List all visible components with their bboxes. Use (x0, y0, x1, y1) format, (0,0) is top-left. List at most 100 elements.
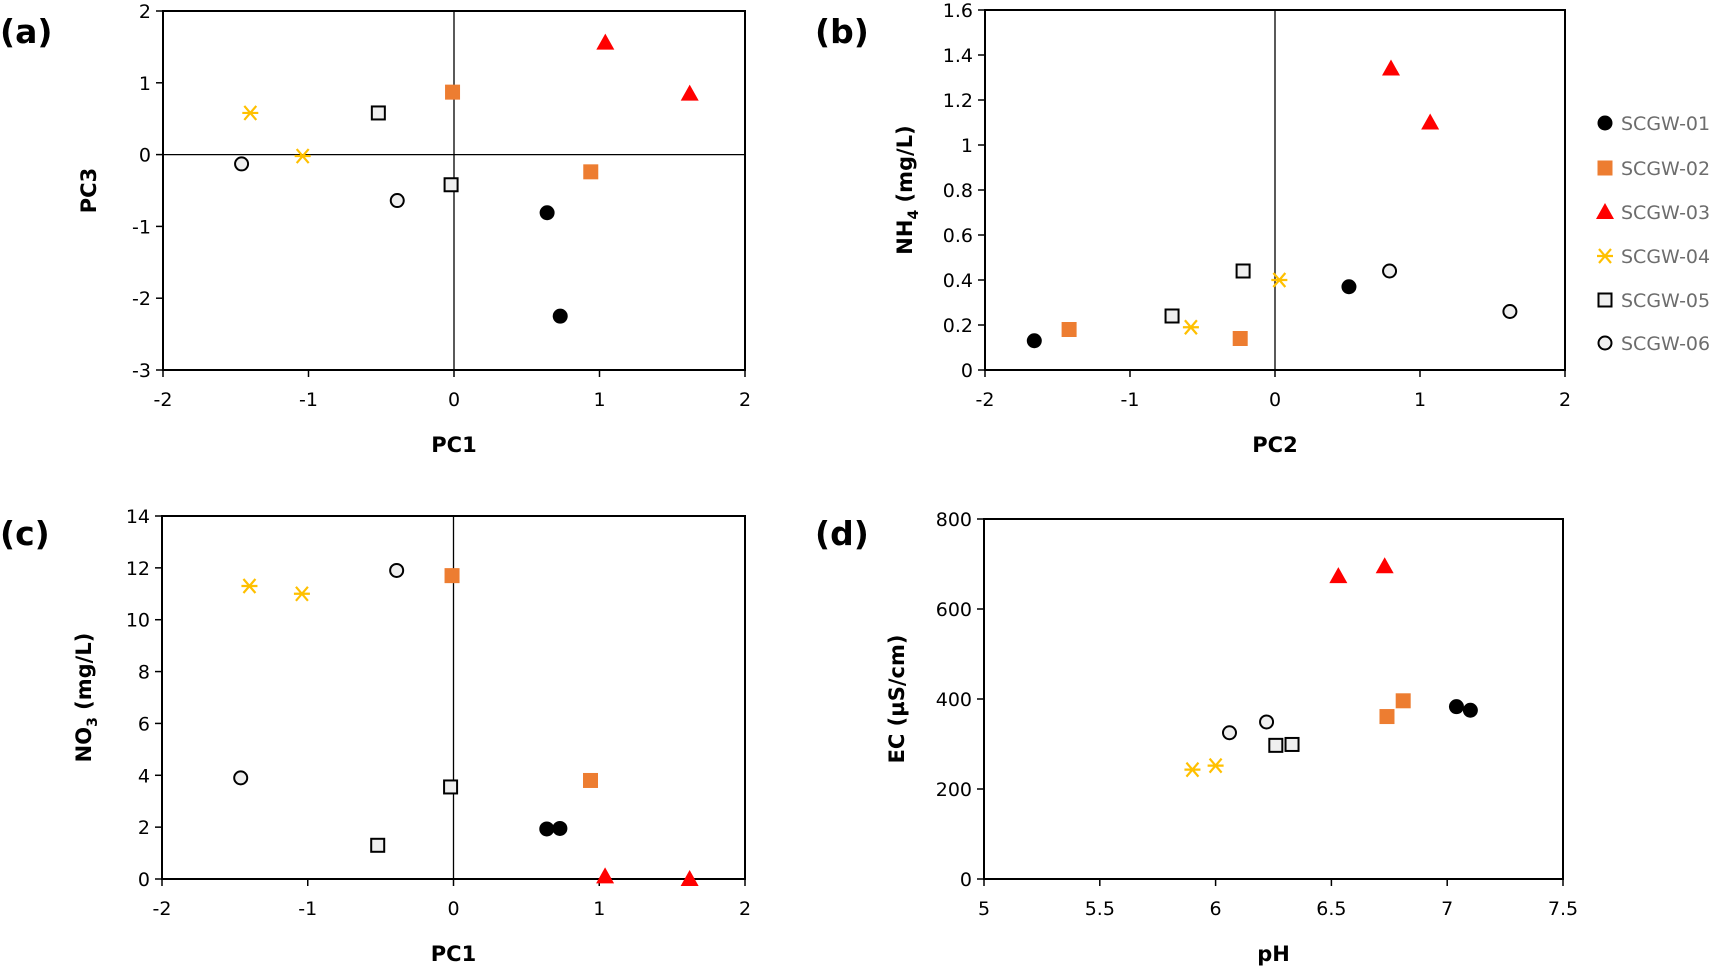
x-tick-label: 6.5 (1316, 898, 1346, 920)
marker-scgw-05-point-1 (443, 779, 459, 795)
series-scgw-06 (1221, 714, 1275, 741)
y-axis-title-unit: (mg/L) (72, 633, 96, 717)
marker-scgw-05-legend-icon (1597, 292, 1613, 308)
y-axis-title: PC3 (77, 168, 101, 213)
marker-scgw-04-legend-icon (1597, 248, 1613, 264)
x-tick-label: 0 (1269, 389, 1281, 411)
y-axis-title-unit: (mg/L) (893, 125, 917, 209)
y-tick-label: 0.4 (943, 270, 973, 292)
x-tick-label: 2 (1559, 389, 1571, 411)
series-scgw-05 (1164, 263, 1251, 324)
x-tick-label: 2 (739, 389, 751, 411)
marker-scgw-02-point-1 (1232, 331, 1248, 346)
marker-scgw-01-point-0 (539, 205, 555, 221)
y-tick-label: 800 (936, 509, 972, 531)
y-axis-title-subscript: 3 (85, 717, 101, 727)
x-tick-label: 1 (593, 898, 605, 920)
y-tick-label: 6 (138, 713, 150, 735)
legend-item-scgw-03: SCGW-03 (1596, 202, 1710, 224)
legend-label: SCGW-01 (1621, 113, 1710, 135)
y-axis-title: NH4 (mg/L) (893, 125, 922, 254)
y-tick-label: 1 (139, 73, 151, 95)
series-scgw-02 (445, 84, 599, 180)
marker-scgw-06-point-1 (1259, 714, 1275, 730)
marker-scgw-03-legend-icon (1596, 203, 1614, 219)
legend-label: SCGW-06 (1621, 333, 1710, 355)
marker-scgw-01-point-1 (552, 820, 568, 836)
marker-scgw-01-legend-icon (1597, 115, 1613, 131)
legend-item-scgw-04: SCGW-04 (1597, 246, 1710, 268)
series-scgw-02 (444, 568, 599, 788)
y-tick-label: -3 (132, 360, 151, 382)
marker-scgw-02-point-1 (583, 164, 599, 180)
y-tick-label: -2 (132, 288, 151, 310)
marker-scgw-04-point-0 (242, 105, 259, 121)
series-scgw-02 (1061, 322, 1248, 346)
y-tick-label: 1.4 (943, 45, 973, 67)
marker-scgw-04-point-0 (1182, 319, 1199, 335)
marker-scgw-03-point-1 (1421, 113, 1440, 130)
series-scgw-03 (1329, 557, 1394, 584)
marker-scgw-04-point-1 (293, 586, 310, 602)
series-scgw-01 (1448, 699, 1478, 718)
series-scgw-04 (1182, 272, 1288, 335)
marker-scgw-02-point-0 (1379, 709, 1395, 725)
x-tick-label: 0 (447, 898, 459, 920)
series-scgw-06 (233, 562, 405, 786)
marker-scgw-05-point-1 (1284, 736, 1300, 752)
series-scgw-01 (539, 820, 568, 837)
marker-scgw-06-point-0 (233, 770, 249, 786)
y-axis-title-main: PC3 (77, 168, 101, 213)
panel-label-a: (a) (0, 12, 52, 51)
legend-item-scgw-01: SCGW-01 (1597, 113, 1710, 135)
series-scgw-04 (242, 105, 311, 164)
marker-scgw-01-point-0 (1448, 699, 1464, 715)
y-tick-label: 2 (138, 817, 150, 839)
marker-scgw-02-point-1 (1395, 693, 1411, 709)
x-tick-label: 5 (978, 898, 990, 920)
x-axis-title: PC1 (431, 942, 476, 966)
marker-scgw-01-point-0 (1026, 333, 1042, 349)
marker-scgw-06-legend-icon (1597, 335, 1613, 351)
panel-label-c: (c) (0, 514, 50, 553)
series-scgw-03 (596, 867, 699, 886)
x-tick-label: 1 (1414, 389, 1426, 411)
x-tick-label: -2 (976, 389, 995, 411)
y-tick-label: 0.6 (943, 225, 973, 247)
panel-label-d: (d) (815, 514, 869, 553)
marker-scgw-05-point-1 (1235, 263, 1251, 279)
series-scgw-04 (1184, 757, 1224, 778)
marker-scgw-04-point-1 (1271, 272, 1288, 288)
y-tick-label: 400 (936, 689, 972, 711)
marker-scgw-03-point-0 (1329, 567, 1348, 584)
marker-scgw-06-point-1 (1502, 304, 1518, 319)
marker-scgw-06-point-0 (1221, 725, 1237, 741)
marker-scgw-03-point-0 (1382, 59, 1400, 76)
marker-scgw-03-point-0 (596, 867, 615, 884)
marker-scgw-03-point-1 (680, 870, 699, 886)
legend-label: SCGW-02 (1621, 158, 1710, 180)
x-tick-label: 7.5 (1548, 898, 1578, 920)
marker-scgw-01-point-1 (552, 308, 568, 324)
x-tick-label: 5.5 (1085, 898, 1115, 920)
marker-scgw-02-point-0 (1061, 322, 1077, 337)
x-tick-label: -1 (298, 898, 317, 920)
x-axis-title: PC2 (1252, 433, 1297, 457)
x-axis-title: PC1 (431, 433, 476, 457)
x-tick-label: -2 (153, 898, 172, 920)
x-tick-label: 1 (593, 389, 605, 411)
series-scgw-04 (241, 578, 310, 602)
marker-scgw-06-point-1 (389, 562, 405, 578)
panel-b: (b) -2 -1 0 1 2 0 0.2 0.4 0.6 0.8 1 1.2 1.4 1.6 PC2 NH4… (815, 0, 1571, 457)
legend-item-scgw-02: SCGW-02 (1597, 158, 1710, 180)
series-scgw-06 (1382, 263, 1518, 319)
x-tick-label: 0 (448, 389, 460, 411)
series-scgw-01 (1026, 279, 1357, 349)
marker-scgw-03-point-1 (680, 84, 699, 101)
marker-scgw-01-point-1 (1462, 702, 1478, 718)
y-tick-label: 600 (936, 599, 972, 621)
marker-scgw-06-point-1 (389, 193, 405, 209)
panel-label-b: (b) (815, 12, 869, 51)
y-axis-title: EC (µS/cm) (885, 635, 909, 764)
